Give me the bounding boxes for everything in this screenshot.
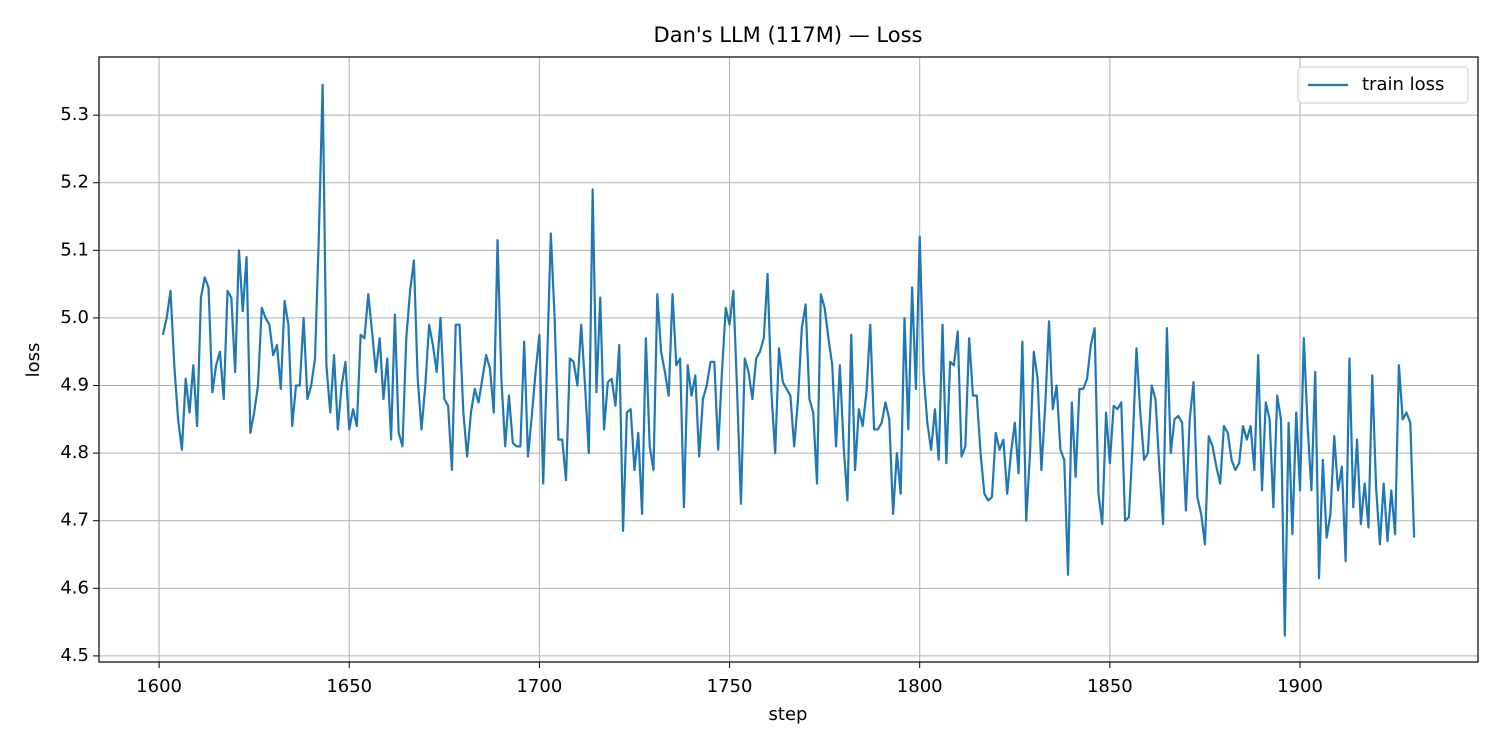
y-tick-label: 4.9 [60,375,89,396]
y-tick-label: 5.0 [60,307,89,328]
x-tick-label: 1850 [1087,676,1133,697]
chart-title: Dan's LLM (117M) — Loss [654,23,923,47]
x-tick-label: 1650 [326,676,372,697]
y-tick-label: 4.7 [60,510,89,531]
y-tick-label: 4.6 [60,577,89,598]
y-tick-label: 5.3 [60,104,89,125]
y-tick-label: 4.8 [60,442,89,463]
y-tick-label: 5.2 [60,172,89,193]
x-tick-label: 1750 [707,676,753,697]
x-axis-label: step [769,704,808,725]
y-axis-label: loss [23,343,44,378]
legend-box [1297,66,1469,104]
y-tick-label: 4.5 [60,645,89,666]
line-series [161,83,1416,637]
x-tick-label: 1800 [897,676,943,697]
y-tick-label: 5.1 [60,239,89,260]
x-tick-label: 1900 [1277,676,1323,697]
plot-frame [98,56,1479,663]
x-tick-label: 1600 [136,676,182,697]
legend-label: train loss [1362,74,1444,95]
x-tick-label: 1700 [516,676,562,697]
